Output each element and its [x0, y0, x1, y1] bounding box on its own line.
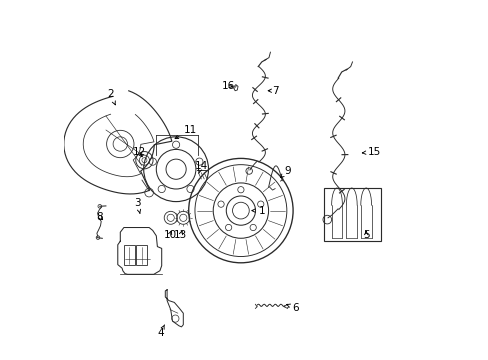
Text: 7: 7 [267, 86, 279, 96]
Text: 5: 5 [362, 230, 369, 240]
Text: 9: 9 [280, 166, 290, 177]
Text: 12: 12 [132, 147, 145, 157]
Text: 8: 8 [96, 212, 102, 222]
Text: 15: 15 [362, 147, 381, 157]
Text: 6: 6 [286, 303, 299, 313]
Text: 3: 3 [134, 198, 141, 213]
Text: 2: 2 [107, 89, 115, 105]
Text: 14: 14 [194, 161, 207, 174]
Text: 1: 1 [251, 206, 264, 216]
Text: 13: 13 [174, 230, 187, 240]
Text: 10: 10 [163, 230, 176, 240]
Bar [136, 245, 147, 265]
Text: 11: 11 [175, 125, 197, 139]
Bar [123, 245, 134, 265]
Bar [323, 188, 380, 241]
Text: 16: 16 [221, 81, 234, 91]
Text: 4: 4 [157, 325, 164, 338]
